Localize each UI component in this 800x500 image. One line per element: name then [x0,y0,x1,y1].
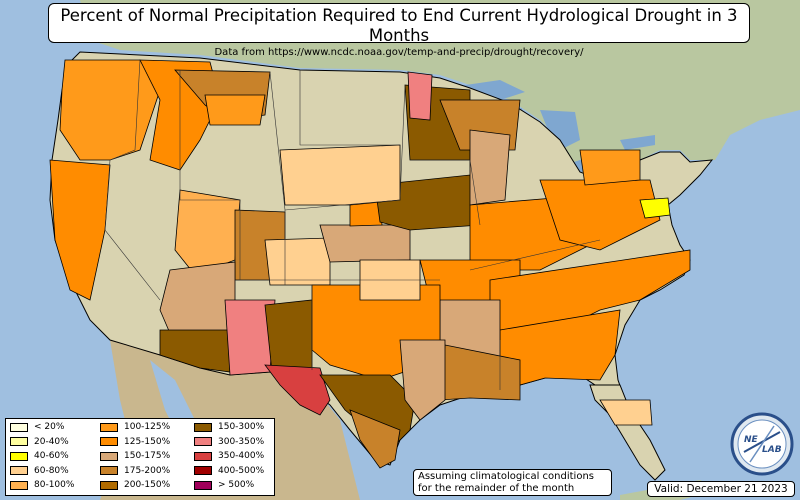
logo-text-right: LAB [762,445,782,455]
legend-label: 60-80% [34,465,69,476]
legend-swatch [194,480,212,490]
legend-label: 150-300% [218,422,265,432]
legend-swatch [194,437,212,446]
legend-label: 20-40% [34,436,69,447]
nexlab-logo-icon: NE LAB [730,412,794,476]
legend-swatch [10,451,28,461]
legend-swatch [10,437,28,446]
legend-item: 60-80% [10,466,69,476]
legend-swatch [10,466,28,475]
legend-swatch [10,480,28,490]
legend-label: < 20% [34,422,65,432]
legend-swatch [100,422,118,432]
legend-item: 20-40% [10,437,69,447]
legend-label: 350-400% [218,451,265,461]
legend-swatch [10,422,28,432]
canada-land [80,0,800,180]
note-line-2: for the remainder of the month [418,483,575,494]
legend-swatch [100,451,118,461]
legend-item: 40-60% [10,451,69,461]
legend-item: 200-150% [100,480,170,490]
legend: < 20% 20-40% 40-60% 60-80% 80-100% 100-125% 12… [5,418,275,496]
legend-swatch [194,451,212,461]
legend-label: 200-150% [124,480,171,490]
legend-item: 100-125% [100,422,170,432]
legend-label: 40-60% [34,451,69,461]
legend-label: 80-100% [34,480,75,490]
legend-swatch [100,480,118,490]
lake-ontario [620,135,655,150]
legend-item: > 500% [194,480,254,490]
legend-label: 400-500% [218,465,265,476]
legend-label: 125-150% [124,436,171,447]
legend-item: < 20% [10,422,64,432]
legend-label: 100-125% [124,422,171,432]
legend-item: 175-200% [100,466,170,476]
legend-item: 125-150% [100,437,170,447]
map-title: Percent of Normal Precipitation Required… [60,6,738,45]
valid-date: Valid: December 21 2023 [647,481,795,497]
legend-swatch [194,466,212,475]
lake-huron [540,110,580,150]
map-subtitle: Data from https://www.ncdc.noaa.gov/temp… [214,47,584,58]
note-line-1: Assuming climatological conditions [418,471,594,482]
legend-swatch [194,422,212,432]
legend-item: 150-300% [194,422,264,432]
legend-label: 150-175% [124,451,171,461]
legend-label: > 500% [218,480,255,490]
legend-label: 300-350% [218,436,265,447]
title-box: Percent of Normal Precipitation Required… [48,3,750,58]
legend-swatch [100,466,118,475]
legend-item: 350-400% [194,451,264,461]
legend-label: 175-200% [124,465,171,476]
legend-item: 300-350% [194,437,264,447]
legend-swatch [100,437,118,446]
legend-item: 400-500% [194,466,264,476]
logo-text-left: NE [744,435,759,445]
legend-item: 150-175% [100,451,170,461]
legend-item: 80-100% [10,480,74,490]
assumption-note: Assuming climatological conditions for t… [413,469,612,496]
state-boundaries [104,59,601,390]
